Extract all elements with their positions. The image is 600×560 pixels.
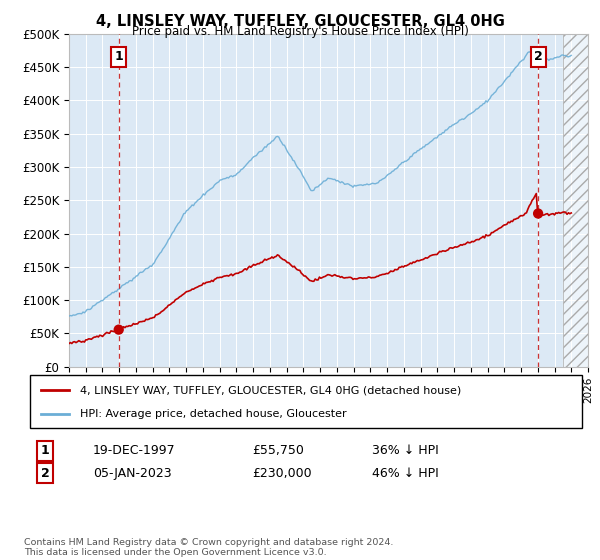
Text: HPI: Average price, detached house, Gloucester: HPI: Average price, detached house, Glou… [80, 408, 346, 418]
Text: 4, LINSLEY WAY, TUFFLEY, GLOUCESTER, GL4 0HG (detached house): 4, LINSLEY WAY, TUFFLEY, GLOUCESTER, GL4… [80, 385, 461, 395]
Text: £230,000: £230,000 [252, 466, 311, 480]
Point [533, 209, 543, 218]
Text: 1: 1 [41, 444, 49, 458]
Bar [563, 34, 588, 367]
Text: 2: 2 [41, 466, 49, 480]
Text: £55,750: £55,750 [252, 444, 304, 458]
Text: 05-JAN-2023: 05-JAN-2023 [93, 466, 172, 480]
FancyBboxPatch shape [30, 375, 582, 428]
Text: Contains HM Land Registry data © Crown copyright and database right 2024.
This d: Contains HM Land Registry data © Crown c… [24, 538, 394, 557]
Text: 36% ↓ HPI: 36% ↓ HPI [372, 444, 439, 458]
Text: 19-DEC-1997: 19-DEC-1997 [93, 444, 176, 458]
Text: 2: 2 [534, 50, 542, 63]
Text: Price paid vs. HM Land Registry's House Price Index (HPI): Price paid vs. HM Land Registry's House … [131, 25, 469, 38]
Text: 1: 1 [115, 50, 123, 63]
Point [114, 325, 124, 334]
Text: 46% ↓ HPI: 46% ↓ HPI [372, 466, 439, 480]
Text: 4, LINSLEY WAY, TUFFLEY, GLOUCESTER, GL4 0HG: 4, LINSLEY WAY, TUFFLEY, GLOUCESTER, GL4… [95, 14, 505, 29]
Bar [563, 34, 588, 367]
